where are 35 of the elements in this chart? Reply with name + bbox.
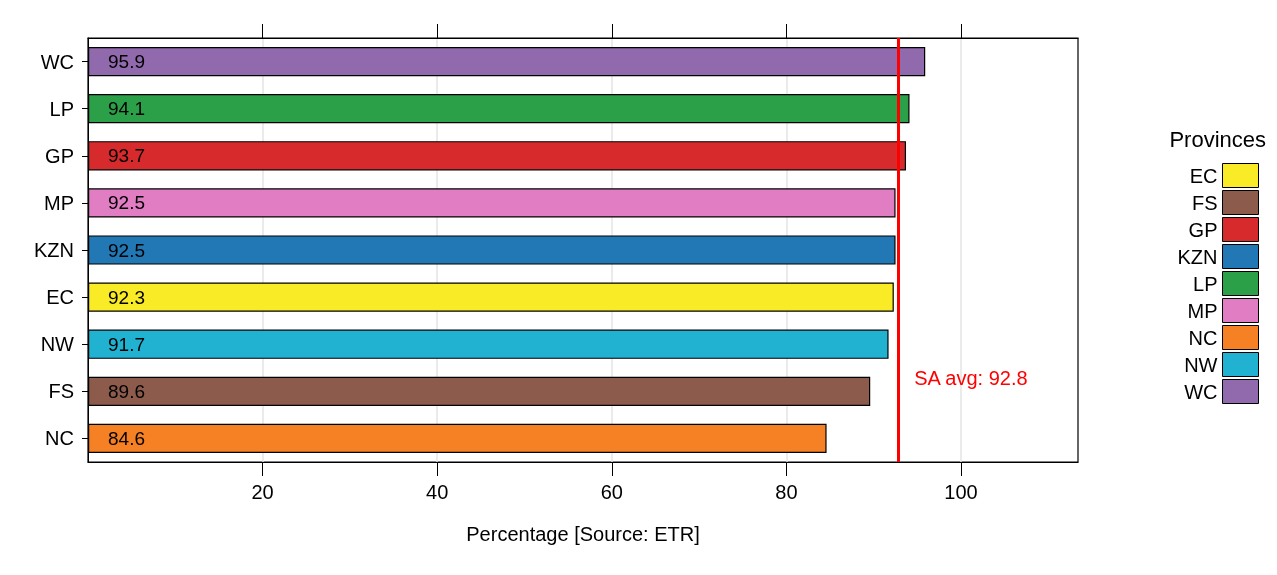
- legend-label: LP: [1193, 272, 1218, 295]
- y-tick-label: MP: [44, 191, 74, 214]
- legend-label: EC: [1189, 164, 1218, 187]
- data-label: 92.5: [108, 239, 145, 261]
- legend-label: NC: [1188, 326, 1218, 349]
- y-tick-label: NC: [45, 427, 74, 450]
- data-label: 89.6: [108, 380, 145, 402]
- y-tick-label: FS: [48, 380, 74, 403]
- y-tick-label: WC: [40, 50, 74, 73]
- data-label: 92.3: [108, 286, 145, 308]
- x-tick-label: 60: [600, 481, 623, 503]
- legend-title: Provinces: [1169, 126, 1266, 152]
- data-label: 92.5: [108, 192, 145, 214]
- data-label: 93.7: [108, 145, 145, 167]
- data-label: 84.6: [108, 427, 145, 449]
- x-tick-label: 100: [944, 481, 978, 503]
- x-axis-title: Percentage [Source: ETR]: [466, 523, 700, 545]
- y-tick-label: LP: [49, 97, 74, 120]
- legend-label: MP: [1187, 299, 1218, 322]
- x-tick-label: 20: [251, 481, 274, 503]
- x-tick-label: 80: [775, 481, 798, 503]
- legend-label: FS: [1191, 191, 1218, 214]
- data-label: 94.1: [108, 98, 145, 120]
- y-tick-label: NW: [40, 333, 75, 356]
- legend-label: KZN: [1177, 245, 1218, 268]
- legend-label: NW: [1184, 353, 1218, 376]
- y-tick-label: EC: [46, 286, 74, 309]
- data-label: 91.7: [108, 333, 145, 355]
- ref-line-label: SA avg: 92.8: [914, 367, 1028, 389]
- x-tick-label: 40: [426, 481, 449, 503]
- y-tick-label: KZN: [34, 239, 74, 261]
- legend-label: WC: [1184, 380, 1218, 403]
- data-label: 95.9: [108, 51, 145, 73]
- y-tick-label: GP: [45, 144, 74, 167]
- legend-label: GP: [1188, 218, 1218, 241]
